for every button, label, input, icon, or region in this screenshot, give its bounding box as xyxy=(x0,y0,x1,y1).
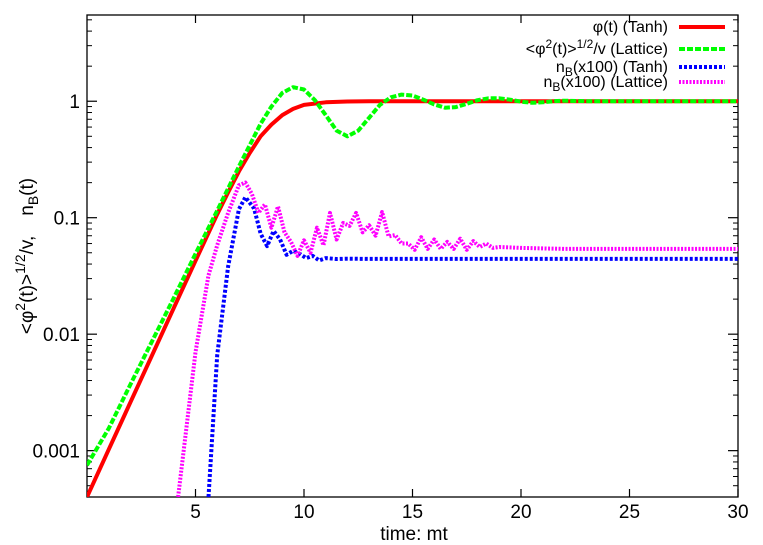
legend-item-nb-lattice: nB(x100) (Lattice) xyxy=(543,74,725,94)
legend-item-phi2-lattice: <φ2(t)>1/2/v (Lattice) xyxy=(526,37,725,58)
tick-marks xyxy=(87,15,739,498)
x-tick-label: 20 xyxy=(510,502,531,523)
y-tick-label: 0.1 xyxy=(54,209,80,230)
x-axis-label: time: mt xyxy=(380,524,448,545)
x-tick-label: 25 xyxy=(619,502,640,523)
legend: φ(t) (Tanh) <φ2(t)>1/2/v (Lattice) nB(x1… xyxy=(526,19,725,94)
legend-label-phi2-lattice: <φ2(t)>1/2/v (Lattice) xyxy=(526,37,668,58)
x-tick-label: 5 xyxy=(190,502,201,523)
y-tick-label: 0.001 xyxy=(32,442,80,463)
x-tick-label: 10 xyxy=(293,502,314,523)
series-lines xyxy=(87,85,738,497)
y-tick-label: 1 xyxy=(69,92,80,113)
legend-label-phi-tanh: φ(t) (Tanh) xyxy=(593,19,668,36)
legend-label-nb-tanh: nB(x100) (Tanh) xyxy=(556,59,668,79)
series-line-phi-tanh xyxy=(87,99,738,497)
series-line-nb-lattice xyxy=(176,180,738,497)
x-tick-label: 30 xyxy=(727,502,748,523)
tick-labels: 5 10 15 20 25 30 0.001 0.01 0.1 1 xyxy=(32,92,748,523)
y-tick-label: 0.01 xyxy=(43,325,80,346)
legend-item-phi-tanh: φ(t) (Tanh) xyxy=(593,19,725,36)
legend-label-nb-lattice: nB(x100) (Lattice) xyxy=(543,74,668,94)
y-axis-label: <φ2(t)>1/2/v,nB(t) xyxy=(12,178,41,334)
series-line-phi2-lattice xyxy=(87,85,738,467)
x-tick-label: 15 xyxy=(402,502,423,523)
legend-item-nb-tanh: nB(x100) (Tanh) xyxy=(556,59,725,79)
